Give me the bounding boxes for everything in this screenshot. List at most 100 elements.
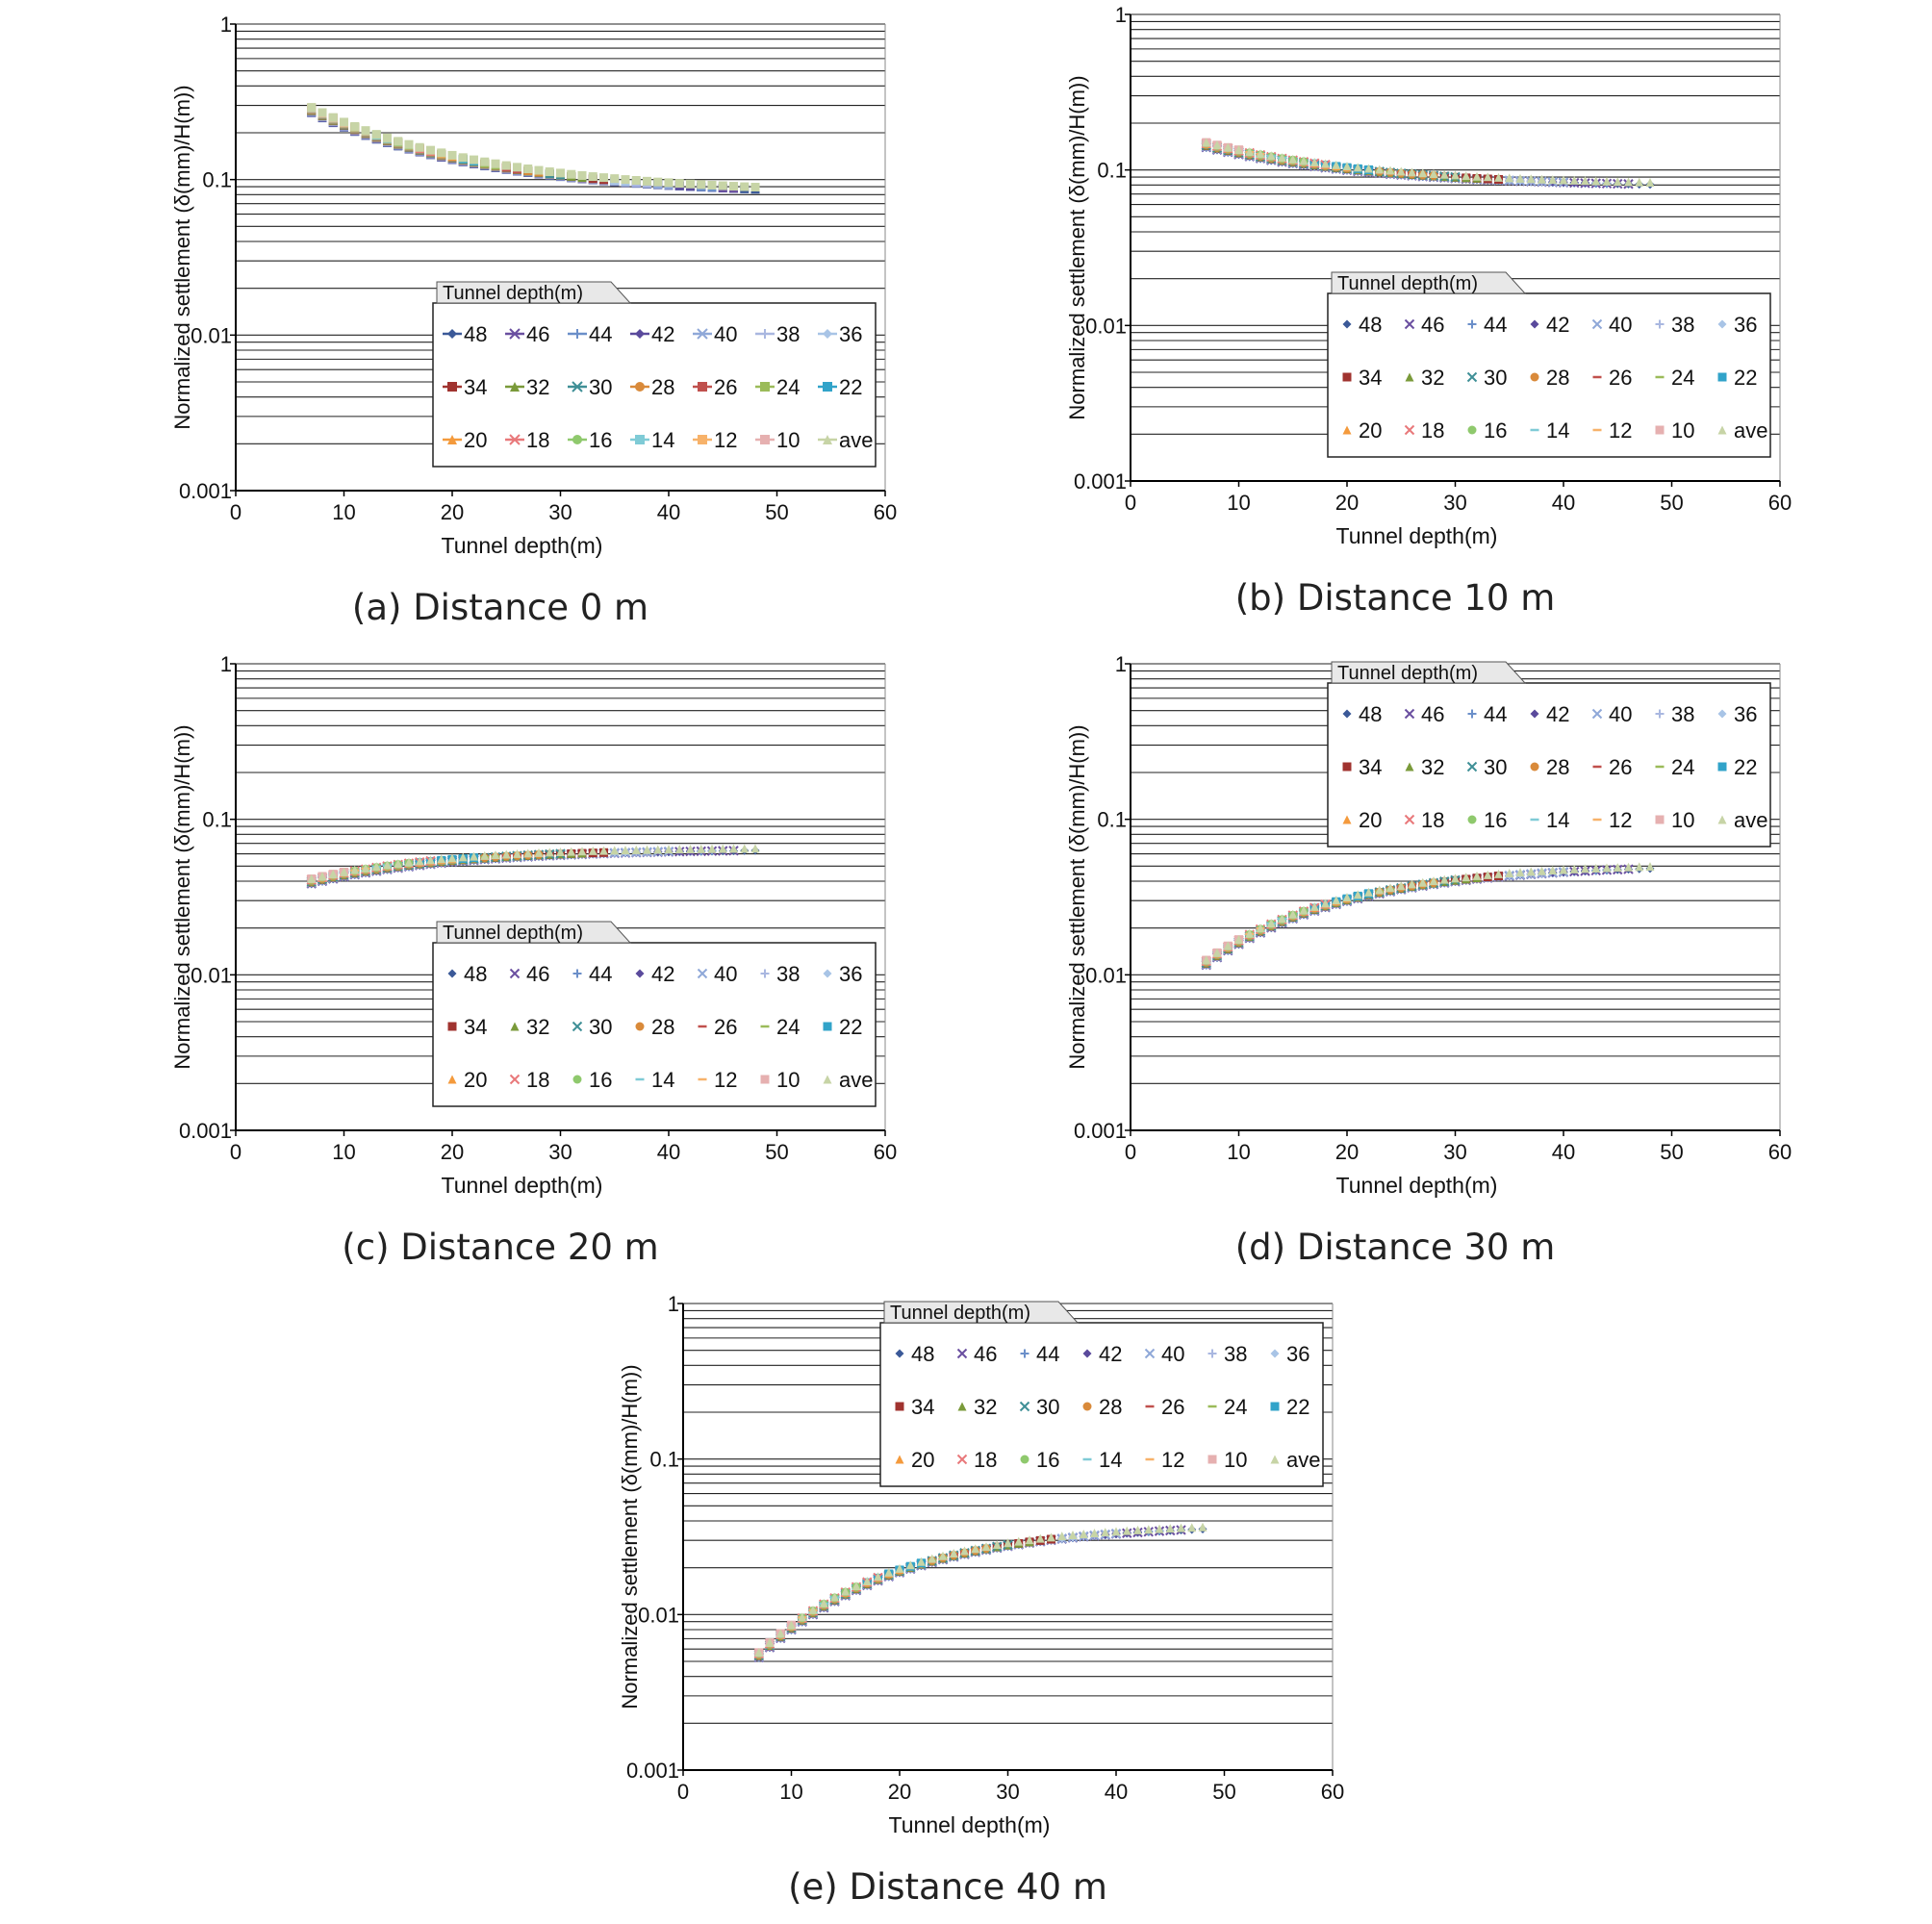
- data-point-a: [383, 133, 392, 142]
- data-point-d: [1408, 879, 1416, 889]
- legend-label-e: 12: [1161, 1448, 1184, 1472]
- legend-marker-b: [1655, 319, 1665, 329]
- data-point-a: [470, 155, 478, 165]
- data-point-b: [1526, 174, 1536, 184]
- data-point-b: [1234, 144, 1243, 154]
- legend-label-a: 22: [839, 375, 862, 399]
- data-point-b: [1364, 164, 1373, 173]
- legend-marker-a: [760, 382, 770, 392]
- data-point-c: [340, 867, 348, 876]
- legend-label-e: 42: [1099, 1342, 1122, 1366]
- data-point-a: [447, 150, 457, 160]
- data-point-a: [523, 165, 533, 174]
- x-tick-label-c: 60: [874, 1140, 897, 1164]
- data-point-a: [545, 167, 554, 177]
- legend-marker-d: [1655, 709, 1665, 719]
- legend-label-a: 46: [526, 322, 549, 346]
- legend-label-e: 20: [911, 1448, 934, 1472]
- legend-tab-b: [1331, 271, 1527, 294]
- data-point-a: [610, 174, 620, 184]
- legend-marker-c: [697, 968, 708, 979]
- legend-marker-d: [1467, 815, 1477, 824]
- data-point-a: [643, 176, 651, 186]
- legend-marker-a: [510, 382, 520, 392]
- legend-marker-b: [1466, 371, 1478, 383]
- data-point-b: [1505, 173, 1514, 183]
- legend-label-b: 38: [1671, 313, 1694, 337]
- y-tick-label-e: 1: [668, 1292, 679, 1316]
- series-group-a: [307, 103, 760, 194]
- legend-marker-b: [1717, 319, 1727, 329]
- data-point-c: [674, 845, 684, 854]
- y-tick-label-d: 0.001: [1074, 1119, 1127, 1143]
- legend-marker-a: [447, 382, 457, 392]
- legend-label-c: 12: [714, 1068, 737, 1092]
- legend-label-e: 44: [1036, 1342, 1059, 1366]
- data-point-c: [371, 862, 381, 872]
- data-point-d: [1342, 893, 1352, 902]
- data-point-c: [567, 847, 576, 856]
- data-point-a: [556, 168, 565, 178]
- data-point-d: [1212, 948, 1222, 957]
- legend-marker-a: [572, 435, 582, 444]
- data-point-e: [862, 1576, 872, 1585]
- legend-label-d: 46: [1421, 702, 1444, 726]
- legend-box-b: [1327, 292, 1771, 458]
- legend-label-a: 42: [651, 322, 674, 346]
- x-tick-label-b: 20: [1335, 491, 1359, 515]
- data-point-e: [1198, 1522, 1208, 1532]
- legend-label-e: 46: [974, 1342, 997, 1366]
- y-tick-label-b: 0.1: [1097, 159, 1127, 183]
- legend-label-a: 24: [776, 375, 800, 399]
- legend-marker-d: [1342, 709, 1352, 719]
- legend-label-a: 18: [526, 428, 549, 452]
- data-point-c: [328, 869, 338, 878]
- legend-label-b: 12: [1609, 418, 1632, 443]
- legend-marker-e: [1020, 1455, 1030, 1464]
- x-tick-label-d: 30: [1443, 1140, 1466, 1164]
- data-point-c: [556, 847, 565, 856]
- legend-marker-e: [1144, 1348, 1156, 1359]
- legend-label-a: 40: [714, 322, 737, 346]
- legend-label-c: 32: [526, 1015, 549, 1039]
- legend-marker-c: [447, 1022, 457, 1031]
- legend-marker-a: [698, 382, 707, 392]
- data-point-a: [599, 173, 608, 183]
- legend-label-a: ave: [839, 428, 873, 452]
- legend-label-d: 26: [1609, 755, 1632, 779]
- legend-label-b: ave: [1734, 418, 1767, 443]
- data-point-b: [1548, 175, 1558, 185]
- data-point-a: [653, 177, 663, 187]
- legend-marker-d: [1342, 815, 1352, 824]
- data-point-c: [307, 873, 317, 883]
- data-point-e: [1177, 1523, 1185, 1532]
- caption-a: (a) Distance 0 m: [351, 587, 649, 628]
- legend-marker-c: [760, 1075, 770, 1084]
- data-point-b: [1309, 158, 1319, 167]
- y-tick-label-e: 0.01: [638, 1603, 679, 1627]
- data-point-a: [371, 130, 381, 139]
- data-point-d: [1256, 924, 1265, 933]
- legend-label-b: 48: [1359, 313, 1382, 337]
- data-point-c: [545, 848, 554, 857]
- data-point-b: [1385, 165, 1395, 175]
- x-tick-label-e: 40: [1105, 1780, 1128, 1804]
- legend-label-e: 48: [911, 1342, 934, 1366]
- legend-marker-c: [823, 1075, 832, 1084]
- legend-marker-a: [635, 329, 645, 339]
- legend-label-e: 10: [1224, 1448, 1247, 1472]
- data-point-c: [610, 846, 620, 855]
- data-point-b: [1288, 154, 1298, 164]
- legend-label-b: 26: [1609, 366, 1632, 390]
- chart-panel-e: 0 10 20 30 40 50 60 0.001 0.01 0.1 1 Tunnel depth(m…: [467, 1289, 1429, 1924]
- x-tick-label-d: 0: [1125, 1140, 1136, 1164]
- legend-label-a: 30: [589, 375, 612, 399]
- legend-label-e: 32: [974, 1395, 997, 1419]
- y-tick-label-a: 1: [220, 13, 232, 37]
- legend-label-c: 26: [714, 1015, 737, 1039]
- data-point-b: [1439, 169, 1449, 179]
- legend-label-c: 18: [526, 1068, 549, 1092]
- x-tick-label-b: 40: [1552, 491, 1575, 515]
- y-tick-label-b: 1: [1115, 3, 1127, 27]
- legend-marker-a: [823, 329, 832, 339]
